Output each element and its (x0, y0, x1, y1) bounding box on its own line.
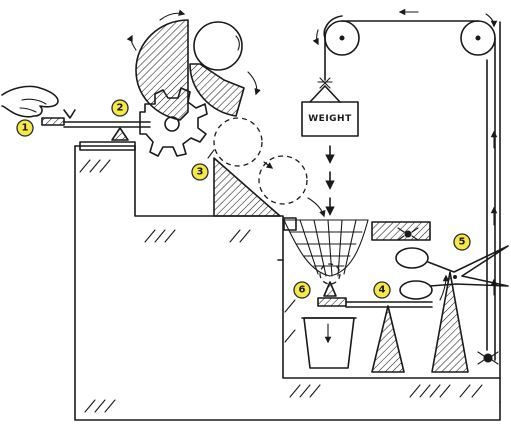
cam-semicircle (135, 19, 189, 121)
step-4-badge-label: 4 (379, 285, 386, 296)
upper-hatched-block (79, 141, 136, 151)
step-5-badge-circle (453, 233, 471, 251)
wedge-arrow (247, 71, 261, 96)
base-frame-outline (74, 145, 501, 421)
small-cone (323, 281, 337, 297)
ball-path-arrow-2 (307, 197, 326, 218)
step-2-badge-label: 2 (117, 103, 124, 114)
hand-icon (1, 85, 59, 118)
step-5-badge: 5 (453, 233, 471, 251)
bottom-spider-icon (477, 351, 499, 365)
step-6-badge-label: 6 (299, 285, 306, 296)
ball-highlight (235, 35, 240, 51)
step-badges: 1 2 3 4 5 6 (16, 99, 471, 299)
ramp-triangle (213, 157, 281, 217)
fulcrum-triangle (111, 127, 129, 141)
right-pulley-hub (475, 35, 481, 41)
pulley-rope-left (323, 15, 343, 39)
weight-box (301, 101, 359, 137)
step-2-badge-circle (111, 99, 129, 117)
scissors-icon (395, 245, 509, 300)
step-1-badge: 1 (16, 119, 34, 137)
lever-plank (41, 117, 65, 126)
pulley-arrow-left (312, 29, 319, 46)
weight-hook (309, 85, 341, 103)
lever-bar (63, 121, 151, 128)
net (283, 219, 369, 277)
cone-middle (371, 305, 405, 373)
step-6-badge-circle (293, 281, 311, 299)
lower-step-outline (282, 259, 501, 403)
rope-knot (317, 77, 333, 89)
cam-down-arrow (126, 34, 137, 51)
hatched-wedge (189, 63, 245, 117)
right-upper-block (371, 221, 431, 241)
plank-4 (317, 297, 347, 307)
step-4-badge-circle (373, 281, 391, 299)
ball-path-2 (258, 155, 308, 205)
ground-hatching (79, 159, 483, 413)
upper-step-outline (74, 145, 284, 261)
cam-rotate-arrow (159, 9, 186, 21)
weight-label: WEIGHT (308, 114, 352, 124)
cup (303, 317, 355, 369)
ramp-small-arrow (207, 149, 215, 159)
step-3-badge-label: 3 (197, 167, 204, 178)
spider-icon (397, 227, 419, 241)
step-1-badge-circle (16, 119, 34, 137)
plank-4-bar (345, 301, 433, 308)
ball-top (193, 21, 243, 71)
push-arrow (63, 109, 76, 119)
scissors-arrow (439, 274, 450, 301)
step-2-badge: 2 (111, 99, 129, 117)
step-6-badge: 6 (293, 281, 311, 299)
step-1-badge-label: 1 (22, 123, 29, 134)
ball-path-arrow-1 (263, 161, 274, 169)
net-anchor-block (283, 217, 297, 231)
cone-ball (319, 263, 341, 285)
step-3-badge-circle (191, 163, 209, 181)
step-5-badge-label: 5 (459, 237, 466, 248)
ball-path-1 (213, 117, 263, 167)
pulley-arrow-right (485, 13, 498, 28)
step-4-badge: 4 (373, 281, 391, 299)
cone-tall (431, 271, 469, 373)
step-3-badge: 3 (191, 163, 209, 181)
left-pulley-hub (339, 35, 345, 41)
